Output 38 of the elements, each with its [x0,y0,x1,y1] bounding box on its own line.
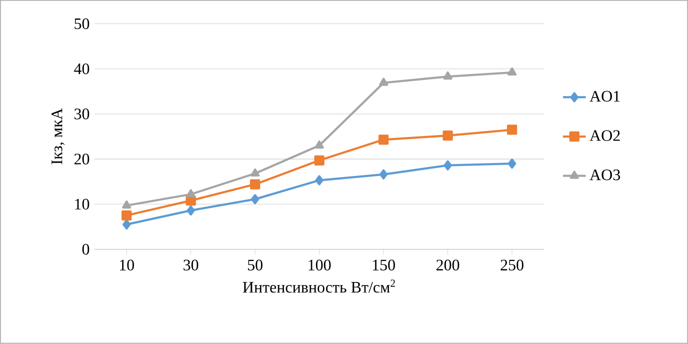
x-tick-label: 200 [436,260,460,271]
point [186,189,196,198]
point [122,220,131,230]
y-tick-label: 0 [82,244,90,255]
point [122,210,132,221]
point [378,134,389,145]
y-axis-title: Iкз, мкА [52,108,65,164]
legend-label: AO3 [590,170,620,180]
point [506,124,518,135]
x-tick-label: 250 [500,260,524,271]
point [507,68,517,76]
legend-label: AO2 [590,130,620,142]
point [186,206,195,216]
x-tick-label: 50 [248,260,262,271]
point [443,72,452,80]
x-tick-label: 150 [372,260,395,271]
point [314,155,324,166]
y-tick-label: 50 [74,18,90,30]
x-tick-label: 10 [120,260,134,271]
point [379,169,388,180]
point [251,194,260,204]
point [508,158,516,169]
point [250,179,260,190]
x-axis-title: Интенсивность Вт/см$^{2}$ [242,280,395,293]
point [314,140,324,149]
x-tick-label: 100 [308,260,331,271]
point [442,130,453,141]
legend-label: AO1 [590,91,620,102]
y-tick-label: 30 [74,108,90,120]
y-tick-label: 20 [74,154,90,165]
point [444,160,452,171]
point [315,175,324,186]
point [250,168,260,177]
x-tick-label: 30 [184,260,198,271]
y-tick-label: 40 [74,64,90,74]
point [122,200,132,209]
point [379,78,388,86]
y-tick-label: 10 [75,198,90,210]
